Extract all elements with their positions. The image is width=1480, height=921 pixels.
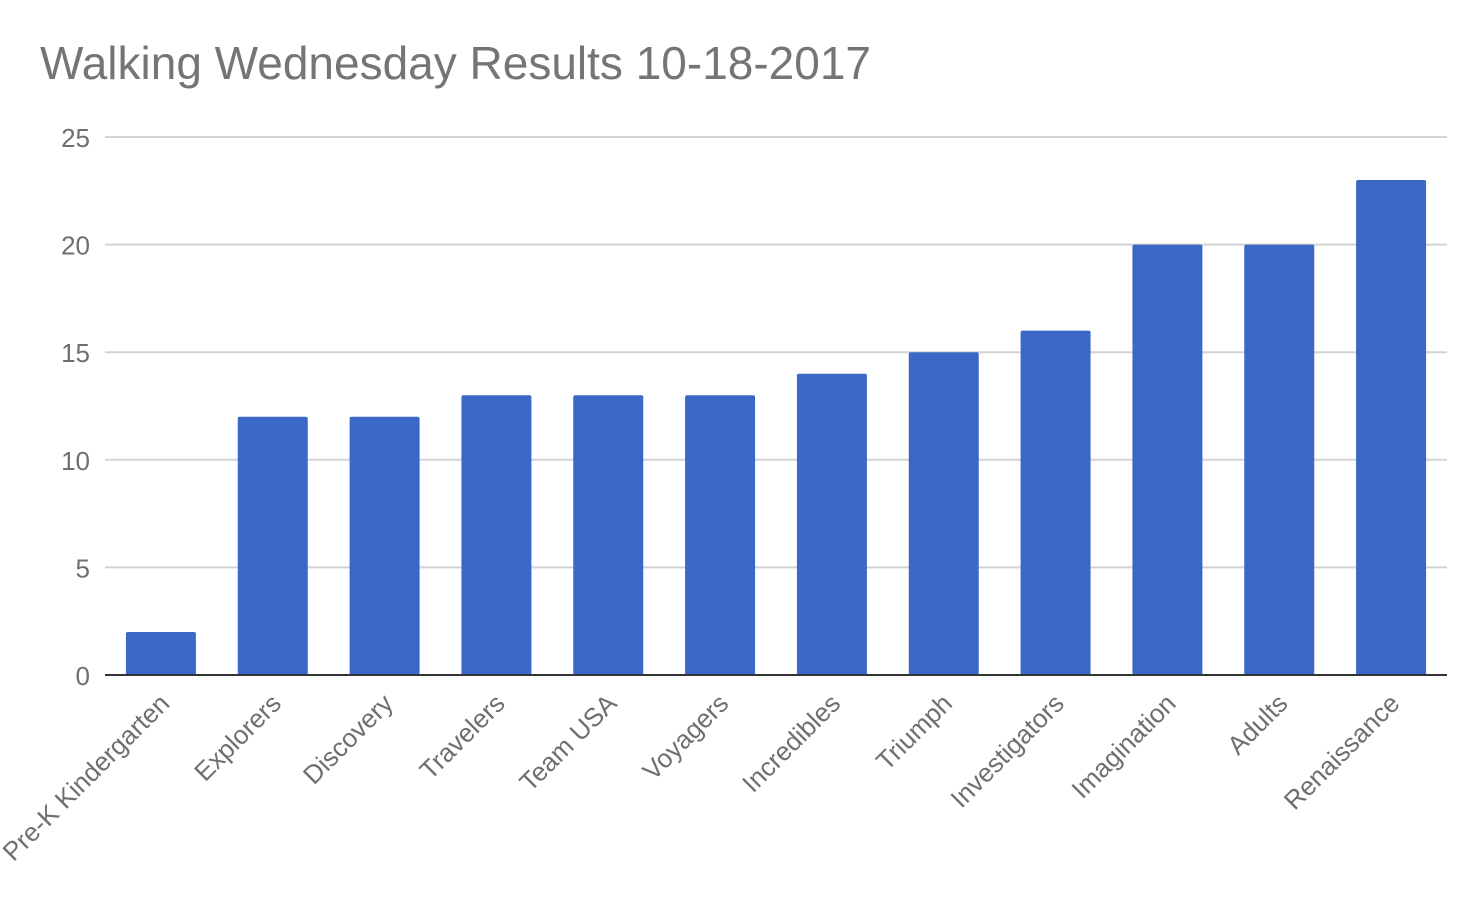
y-tick-label: 0	[76, 661, 90, 691]
bar-travelers	[461, 395, 532, 675]
bar-adults	[1244, 244, 1315, 675]
x-tick-label: Renaissance	[1278, 688, 1406, 816]
bar-investigators	[1020, 330, 1091, 675]
bar-renaissance	[1356, 180, 1427, 676]
x-tick-label: Discovery	[297, 688, 399, 790]
y-tick-label: 5	[76, 553, 90, 583]
x-tick-label: Imagination	[1065, 688, 1181, 804]
x-tick-label: Adults	[1221, 688, 1293, 760]
y-tick-label: 15	[61, 338, 90, 368]
bar-team-usa	[573, 395, 644, 675]
x-tick-label: Triumph	[870, 688, 958, 776]
x-tick-label: Team USA	[513, 688, 623, 798]
bars	[125, 180, 1427, 676]
x-tick-label: Travelers	[414, 688, 511, 785]
y-tick-label: 25	[61, 123, 90, 153]
chart-title: Walking Wednesday Results 10-18-2017	[40, 37, 872, 89]
x-tick-label: Investigators	[944, 688, 1069, 813]
bar-pre-k-kindergarten	[125, 631, 196, 675]
x-tick-label: Pre-K Kindergarten	[0, 688, 175, 867]
bar-incredibles	[796, 373, 867, 675]
gridlines	[105, 136, 1447, 569]
y-tick-label: 20	[61, 231, 90, 261]
x-tick-label: Explorers	[188, 688, 287, 787]
x-tick-label: Voyagers	[636, 688, 734, 786]
bar-voyagers	[685, 395, 756, 675]
bar-explorers	[237, 416, 308, 675]
bar-imagination	[1132, 244, 1203, 675]
y-tick-label: 10	[61, 446, 90, 476]
bar-triumph	[908, 352, 979, 675]
x-tick-label: Incredibles	[736, 688, 846, 798]
bar-discovery	[349, 416, 420, 675]
